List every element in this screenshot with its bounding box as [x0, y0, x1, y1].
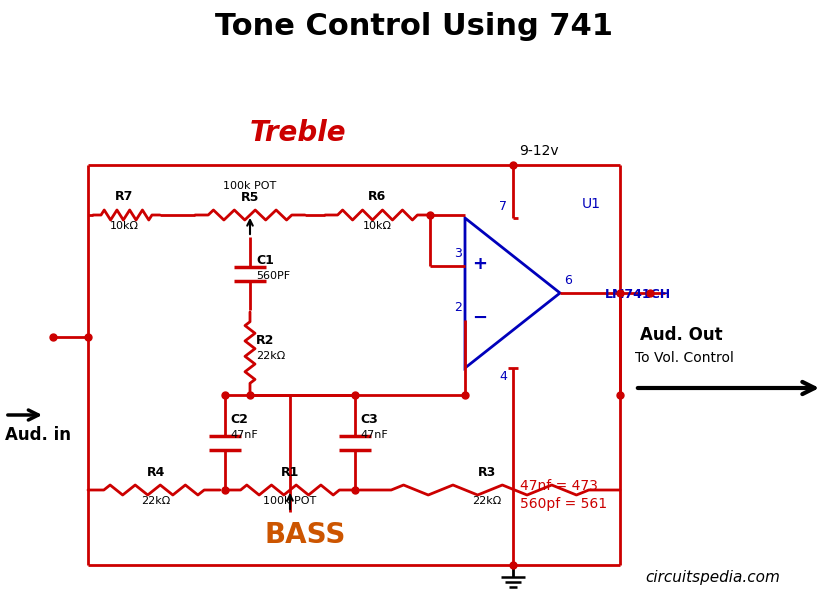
Text: 6: 6 — [563, 274, 571, 287]
Text: C2: C2 — [229, 413, 248, 426]
Text: BASS: BASS — [265, 521, 346, 549]
Text: Tone Control Using 741: Tone Control Using 741 — [214, 12, 612, 41]
Text: 22kΩ: 22kΩ — [256, 351, 285, 361]
Text: R7: R7 — [114, 190, 133, 203]
Text: circuitspedia.com: circuitspedia.com — [644, 570, 779, 585]
Text: 47nf = 473: 47nf = 473 — [519, 479, 597, 493]
Text: 10kΩ: 10kΩ — [362, 221, 391, 231]
Text: 47nF: 47nF — [359, 430, 388, 440]
Text: 9-12v: 9-12v — [518, 144, 558, 158]
Text: 560PF: 560PF — [256, 271, 290, 281]
Text: 47nF: 47nF — [229, 430, 258, 440]
Text: Aud. Out: Aud. Out — [639, 326, 722, 344]
Text: R4: R4 — [147, 466, 165, 479]
Text: −: − — [472, 309, 487, 327]
Text: 2: 2 — [454, 301, 461, 314]
Text: Treble: Treble — [250, 119, 346, 147]
Text: R1: R1 — [281, 466, 299, 479]
Text: C3: C3 — [359, 413, 378, 426]
Text: 3: 3 — [454, 247, 461, 260]
Text: 7: 7 — [498, 200, 507, 213]
Text: U1: U1 — [581, 197, 600, 211]
Text: 100k POT: 100k POT — [223, 181, 277, 191]
Text: R6: R6 — [368, 190, 386, 203]
Text: 560pf = 561: 560pf = 561 — [519, 497, 606, 511]
Text: 22kΩ: 22kΩ — [472, 496, 501, 506]
Text: Aud. in: Aud. in — [5, 426, 71, 444]
Text: R5: R5 — [240, 191, 259, 204]
Text: LM741CH: LM741CH — [604, 288, 671, 301]
Text: R2: R2 — [256, 334, 274, 347]
Text: To Vol. Control: To Vol. Control — [634, 351, 733, 365]
Text: 22kΩ: 22kΩ — [142, 496, 171, 506]
Text: 4: 4 — [498, 370, 507, 383]
Text: 10kΩ: 10kΩ — [109, 221, 138, 231]
Text: R3: R3 — [477, 466, 495, 479]
Text: C1: C1 — [256, 254, 273, 267]
Text: 100k POT: 100k POT — [263, 496, 316, 506]
Text: +: + — [472, 255, 487, 273]
